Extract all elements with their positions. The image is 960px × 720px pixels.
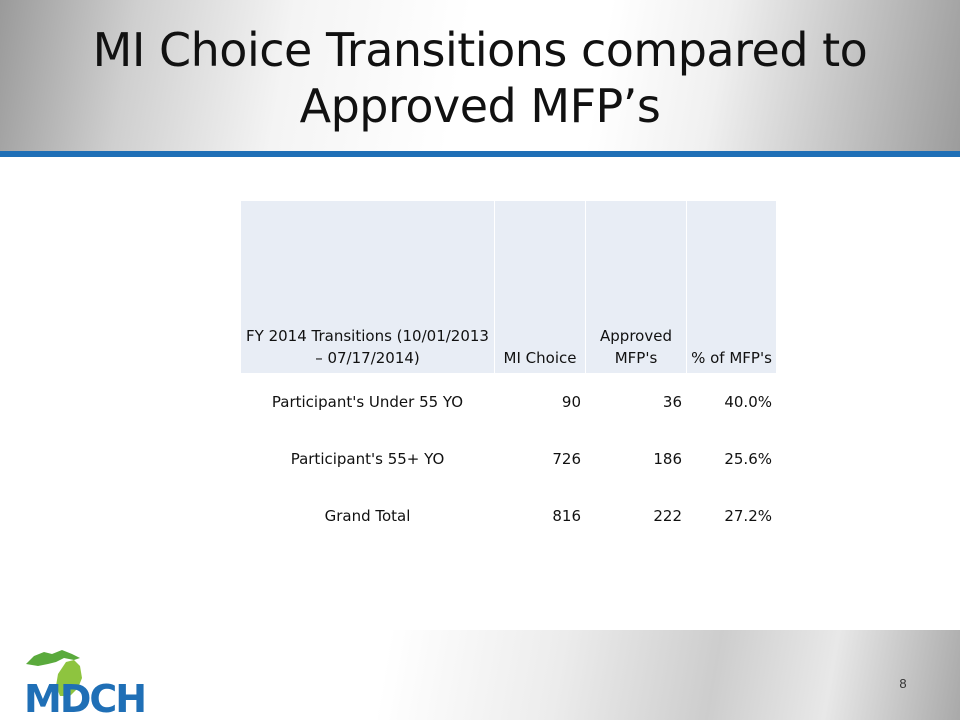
column-header-fy-2014: FY 2014 Transitions (10/01/2013 – 07/17/…	[240, 200, 495, 374]
percent-value: 40.0%	[686, 373, 777, 431]
transitions-table: FY 2014 Transitions (10/01/2013 – 07/17/…	[240, 200, 777, 545]
mi-choice-value: 726	[494, 430, 586, 488]
row-label: Grand Total	[240, 487, 495, 545]
column-header-mi-choice: MI Choice	[494, 200, 586, 374]
footer-background	[0, 630, 960, 720]
approved-mfps-value: 222	[585, 487, 687, 545]
mi-choice-value: 816	[494, 487, 586, 545]
slide-title: MI Choice Transitions compared to Approv…	[92, 23, 868, 133]
michigan-lower-peninsula-shape	[56, 660, 82, 696]
approved-mfps-value: 186	[585, 430, 687, 488]
logo-wordmark: MDCH	[24, 677, 145, 714]
table-row: Participant's Under 55 YO 90 36 40.0%	[240, 373, 777, 431]
table-row-grand-total: Grand Total 816 222 27.2%	[240, 487, 777, 545]
percent-value: 25.6%	[686, 430, 777, 488]
page-number: 8	[899, 676, 907, 691]
header-divider	[0, 151, 960, 157]
percent-value: 27.2%	[686, 487, 777, 545]
header-background	[0, 0, 960, 152]
michigan-upper-peninsula-shape	[26, 650, 80, 666]
row-label: Participant's 55+ YO	[240, 430, 495, 488]
table-header-row: FY 2014 Transitions (10/01/2013 – 07/17/…	[240, 200, 777, 374]
mi-choice-value: 90	[494, 373, 586, 431]
row-label: Participant's Under 55 YO	[240, 373, 495, 431]
column-header-approved-mfps: Approved MFP's	[585, 200, 687, 374]
mdch-logo: MDCH	[24, 650, 147, 714]
approved-mfps-value: 36	[585, 373, 687, 431]
column-header-percent-of-mfps: % of MFP's	[686, 200, 777, 374]
table-row: Participant's 55+ YO 726 186 25.6%	[240, 430, 777, 488]
